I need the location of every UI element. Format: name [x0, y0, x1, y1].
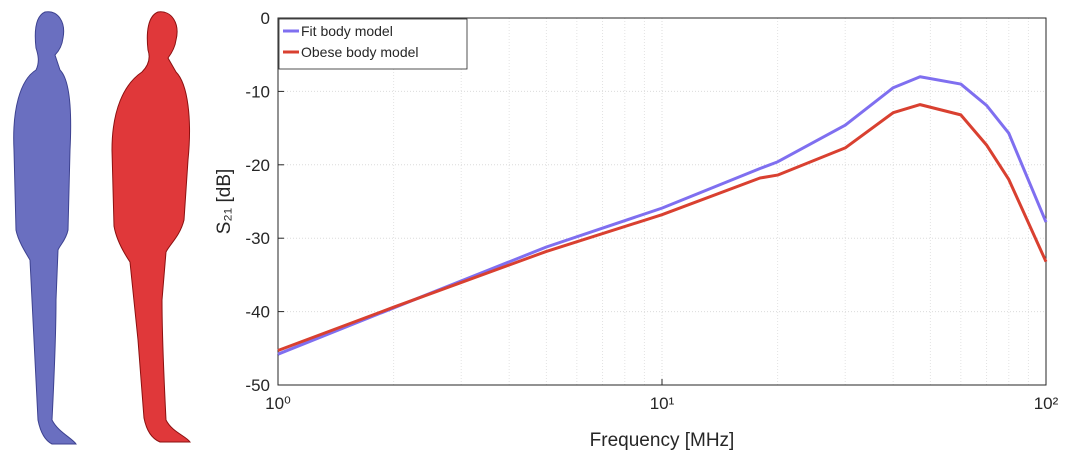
y-axis-label: S₂₁ [dB]	[214, 169, 235, 235]
y-tick-label: -20	[245, 156, 270, 175]
legend-box	[278, 18, 468, 70]
y-tick-label: 0	[261, 9, 270, 28]
y-tick-label: -10	[245, 82, 270, 101]
series-line	[277, 103, 1048, 352]
y-tick-label: -50	[245, 376, 270, 395]
fit-body-illustration	[13, 11, 77, 445]
obese-body-illustration	[111, 11, 191, 443]
x-tick-label: 10¹	[650, 394, 675, 413]
legend-label: Fit body model	[301, 23, 393, 39]
legend-label: Obese body model	[301, 44, 419, 60]
legend: Fit body model Obese body model	[278, 18, 468, 70]
y-tick-label: -40	[245, 303, 270, 322]
x-tick-label: 10⁰	[265, 394, 291, 413]
series-line	[277, 75, 1048, 356]
plot-frame	[277, 17, 1047, 386]
x-axis-label: Frequency [MHz]	[590, 430, 735, 451]
x-tick-label: 10²	[1034, 394, 1059, 413]
y-tick-label: -30	[245, 229, 270, 248]
